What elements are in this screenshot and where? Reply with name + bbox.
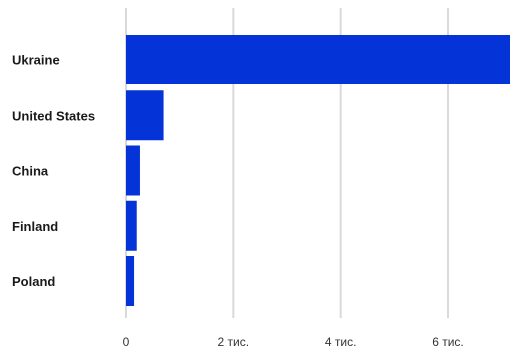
category-label: United States xyxy=(12,108,95,123)
bar-ukraine xyxy=(126,35,510,84)
category-label: Ukraine xyxy=(12,53,60,68)
x-axis-tick-labels: 0 2 тис. 4 тис. 6 тис. xyxy=(123,335,464,349)
x-tick-label: 0 xyxy=(123,335,130,349)
bar-china xyxy=(126,145,140,196)
category-label: Poland xyxy=(12,274,55,289)
bar-poland xyxy=(126,256,135,306)
bar-layer xyxy=(126,35,510,306)
x-tick-label: 2 тис. xyxy=(218,335,250,349)
category-label: Finland xyxy=(12,219,58,234)
category-label: China xyxy=(12,164,49,179)
bar-united-states xyxy=(126,90,164,141)
x-tick-label: 6 тис. xyxy=(432,335,464,349)
x-tick-label: 4 тис. xyxy=(325,335,357,349)
bar-finland xyxy=(126,200,137,251)
category-labels: Ukraine United States China Finland Poland xyxy=(12,53,95,290)
